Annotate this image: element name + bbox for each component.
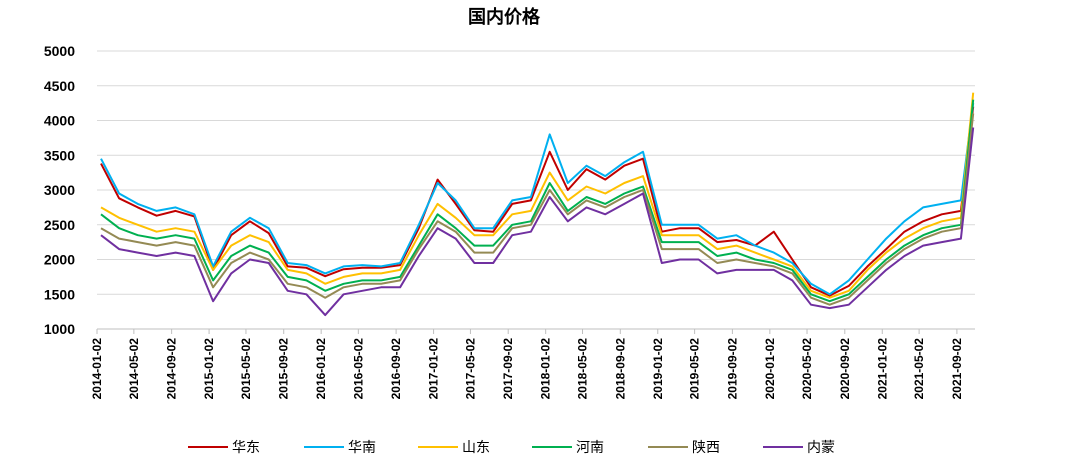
y-tick-label: 1500 xyxy=(44,286,75,302)
x-tick-label: 2018-09-02 xyxy=(613,338,627,400)
y-tick-label: 2500 xyxy=(44,217,75,233)
x-tick-label: 2019-09-02 xyxy=(725,338,739,400)
legend-label-4: 河南 xyxy=(576,440,604,456)
x-tick-label: 2021-05-02 xyxy=(912,338,926,400)
legend-label-5: 陕西 xyxy=(692,440,720,456)
x-tick-label: 2017-09-02 xyxy=(501,338,515,400)
x-tick-label: 2021-09-02 xyxy=(950,338,964,400)
x-tick-label: 2021-01-02 xyxy=(875,338,889,400)
legend-label-1: 华东 xyxy=(232,440,260,456)
y-tick-label: 5000 xyxy=(44,43,75,59)
x-tick-label: 2016-01-02 xyxy=(314,338,328,400)
legend-label-3: 山东 xyxy=(462,440,490,456)
x-tick-label: 2014-09-02 xyxy=(165,338,179,400)
x-tick-label: 2014-01-02 xyxy=(90,338,104,400)
x-tick-label: 2018-01-02 xyxy=(539,338,553,400)
x-tick-label: 2018-05-02 xyxy=(576,338,590,400)
x-tick-label: 2016-09-02 xyxy=(389,338,403,400)
x-tick-label: 2017-01-02 xyxy=(427,338,441,400)
legend-label-2: 华南 xyxy=(348,440,376,456)
series-lines xyxy=(100,92,975,317)
y-tick-label: 1000 xyxy=(44,321,75,337)
series-line-2 xyxy=(100,102,975,296)
series-line-3 xyxy=(100,92,975,299)
legend: 华东 华南 山东 河南 陕西 内蒙 xyxy=(188,440,835,456)
series-line-1 xyxy=(100,106,975,297)
x-tick-label: 2019-05-02 xyxy=(688,338,702,400)
series-line-4 xyxy=(100,99,975,303)
chart-title: 国内价格 xyxy=(468,6,541,28)
y-tick-label: 4000 xyxy=(44,113,75,129)
gridlines xyxy=(97,50,975,330)
x-tick-label: 2019-01-02 xyxy=(651,338,665,400)
y-tick-label: 2000 xyxy=(44,252,75,268)
x-tick-label: 2020-01-02 xyxy=(763,338,777,400)
x-axis: 2014-01-02 2014-05-02 2014-09-02 2015-01-02… xyxy=(90,328,975,400)
series-line-6 xyxy=(100,127,975,317)
series-line-5 xyxy=(100,113,975,306)
legend-label-6: 内蒙 xyxy=(807,440,835,456)
y-tick-label: 3500 xyxy=(44,147,75,163)
y-tick-label: 3000 xyxy=(44,182,75,198)
x-tick-label: 2016-05-02 xyxy=(351,338,365,400)
x-tick-label: 2014-05-02 xyxy=(127,338,141,400)
y-tick-label: 4500 xyxy=(44,78,75,94)
x-tick-label: 2017-05-02 xyxy=(463,338,477,400)
y-axis: 1000 1500 2000 2500 3000 3500 4000 4500 5000 xyxy=(44,43,75,337)
x-tick-label: 2015-05-02 xyxy=(239,338,253,400)
x-tick-label: 2015-01-02 xyxy=(202,338,216,400)
x-tick-label: 2020-05-02 xyxy=(800,338,814,400)
x-tick-label: 2020-09-02 xyxy=(838,338,852,400)
x-tick-label: 2015-09-02 xyxy=(277,338,291,400)
